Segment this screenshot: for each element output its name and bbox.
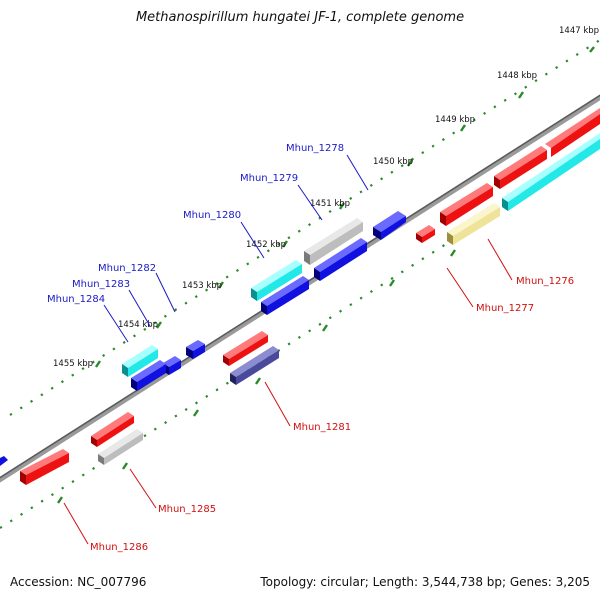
gene-label[interactable]: Mhun_1279 bbox=[240, 173, 298, 184]
leader-line bbox=[446, 267, 474, 308]
scale-label: 1448 kbp bbox=[497, 71, 537, 81]
gene-arrow-red[interactable] bbox=[545, 108, 600, 157]
major-tick bbox=[156, 321, 162, 329]
gene-label[interactable]: Mhun_1276 bbox=[516, 276, 574, 287]
gene-arrow-blue[interactable] bbox=[0, 456, 8, 466]
gene-arrow-red[interactable] bbox=[440, 183, 493, 226]
major-tick bbox=[450, 249, 456, 257]
major-tick bbox=[518, 91, 524, 99]
gene-label[interactable]: Mhun_1281 bbox=[293, 422, 351, 433]
leader-line bbox=[63, 502, 89, 545]
major-tick bbox=[193, 409, 199, 417]
major-tick bbox=[407, 159, 413, 167]
scale-label: 1455 kbp bbox=[53, 359, 93, 369]
scale-label: 1452 kbp bbox=[246, 240, 286, 250]
major-tick bbox=[122, 462, 128, 470]
gene-label[interactable]: Mhun_1282 bbox=[98, 263, 156, 274]
bottom-gene-labels: Mhun_1276 Mhun_1277 Mhun_1281 Mhun_1285 … bbox=[90, 276, 574, 553]
gene-arrow-blue[interactable] bbox=[314, 238, 367, 281]
leader-line bbox=[128, 289, 151, 327]
leader-line bbox=[297, 184, 323, 221]
major-tick bbox=[255, 377, 261, 385]
scale-label: 1454 kbp bbox=[118, 320, 158, 330]
gene-label[interactable]: Mhun_1283 bbox=[72, 279, 130, 290]
genome-summary: Topology: circular; Length: 3,544,738 bp… bbox=[260, 575, 590, 589]
scale-label: 1447 kbp bbox=[559, 26, 599, 36]
major-tick bbox=[322, 324, 328, 332]
map-title: Methanospirillum hungatei JF-1, complete… bbox=[135, 10, 465, 25]
scale-labels: 1447 kbp 1448 kbp 1449 kbp 1450 kbp 1451… bbox=[53, 26, 599, 369]
gene-label[interactable]: Mhun_1285 bbox=[158, 504, 216, 515]
major-tick bbox=[282, 240, 288, 248]
bottom-leader-lines bbox=[63, 238, 513, 545]
gene-arrow-red[interactable] bbox=[20, 449, 69, 485]
major-tick bbox=[95, 360, 101, 368]
upper-scale-track bbox=[9, 39, 600, 416]
leader-line bbox=[240, 221, 265, 259]
leader-line bbox=[103, 304, 129, 343]
gene-arrow-gray[interactable] bbox=[98, 429, 143, 465]
major-tick bbox=[57, 496, 63, 504]
gene-label[interactable]: Mhun_1284 bbox=[47, 294, 105, 305]
forward-genes bbox=[0, 108, 600, 466]
scale-label: 1449 kbp bbox=[435, 115, 475, 125]
gene-arrow-blue[interactable] bbox=[261, 276, 309, 315]
gene-arrow-red[interactable] bbox=[223, 331, 268, 366]
leader-line bbox=[264, 381, 291, 427]
gene-label[interactable]: Mhun_1286 bbox=[90, 542, 148, 553]
gene-label[interactable]: Mhun_1280 bbox=[183, 210, 241, 221]
reverse-genes bbox=[20, 133, 600, 485]
scale-label: 1453 kbp bbox=[182, 281, 222, 291]
gene-arrow-red[interactable] bbox=[91, 412, 134, 447]
lower-scale-track bbox=[0, 145, 600, 529]
gene-arrow-blue[interactable] bbox=[131, 360, 166, 391]
accession-text: Accession: NC_007796 bbox=[10, 575, 147, 589]
scale-label: 1450 kbp bbox=[373, 157, 413, 167]
gene-arrow-cyan[interactable] bbox=[502, 133, 600, 211]
major-tick bbox=[589, 46, 595, 53]
top-gene-labels: Mhun_1278 Mhun_1279 Mhun_1280 Mhun_1282 … bbox=[47, 143, 344, 305]
leader-line bbox=[155, 272, 176, 313]
leader-line bbox=[346, 154, 369, 191]
upper-major-ticks bbox=[95, 46, 595, 368]
major-tick bbox=[218, 281, 224, 289]
gene-label[interactable]: Mhun_1277 bbox=[476, 303, 534, 314]
gene-arrow-red[interactable] bbox=[494, 146, 547, 189]
major-tick bbox=[339, 202, 345, 210]
gene-arrow-blue[interactable] bbox=[373, 211, 406, 240]
top-leader-lines bbox=[103, 154, 369, 343]
gene-label[interactable]: Mhun_1278 bbox=[286, 143, 344, 154]
leader-line bbox=[129, 468, 157, 509]
major-tick bbox=[460, 124, 466, 132]
gene-arrow-cyan[interactable] bbox=[251, 260, 302, 301]
scale-label: 1451 kbp bbox=[310, 199, 350, 209]
gene-arrow-navy[interactable] bbox=[230, 346, 279, 385]
gene-arrow-cyan[interactable] bbox=[122, 345, 158, 377]
major-tick bbox=[389, 279, 395, 287]
gene-arrow-gray[interactable] bbox=[304, 218, 363, 265]
gene-arrow-red[interactable] bbox=[416, 225, 435, 243]
gene-arrow-blue[interactable] bbox=[186, 340, 205, 359]
leader-line bbox=[487, 238, 513, 281]
gene-arrow-khaki[interactable] bbox=[447, 203, 500, 245]
